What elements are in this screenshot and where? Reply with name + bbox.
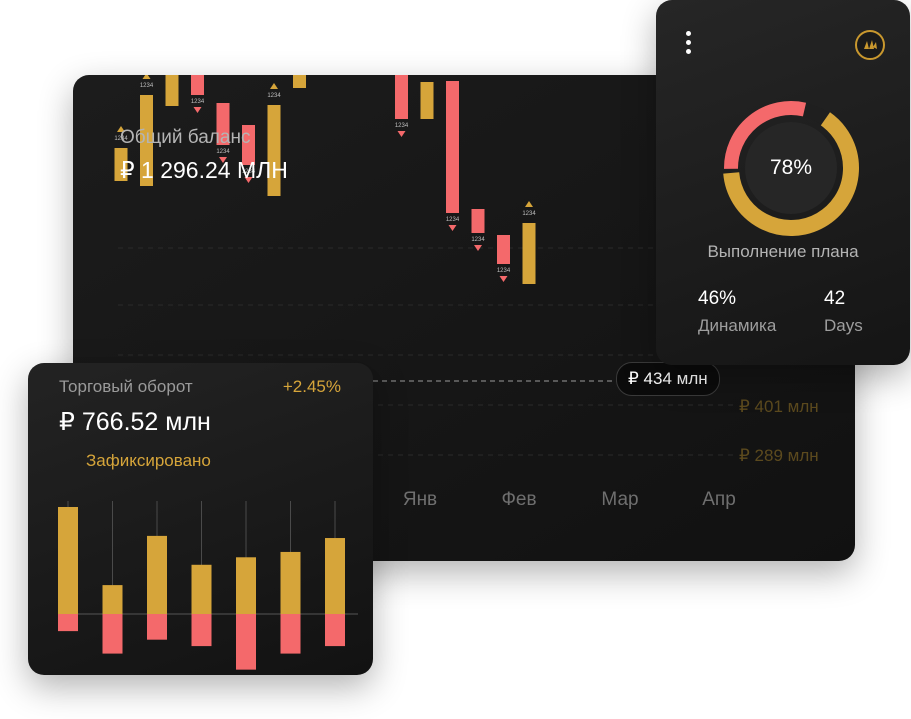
balance-label: Общий баланс	[120, 127, 251, 148]
candle	[140, 95, 153, 186]
turnover-label: Торговый оборот	[59, 377, 193, 396]
turnover-change: +2.45%	[282, 377, 341, 396]
down-marker	[474, 245, 482, 251]
donut-remaining-arc	[724, 101, 807, 169]
candle	[267, 105, 281, 196]
price-level-label: ₽ 289 млн	[739, 446, 819, 465]
loss-bar	[147, 614, 167, 640]
marker-label: 1234	[242, 169, 256, 175]
turnover-status: Зафиксировано	[86, 451, 211, 470]
up-marker	[117, 126, 125, 132]
turnover-card: Торговый оборот +2.45% ₽ 766.52 млн Зафи…	[28, 363, 373, 675]
marker-label: 1234	[216, 149, 230, 155]
candle	[216, 103, 230, 145]
month-label: Апр	[702, 489, 736, 510]
down-marker	[448, 225, 457, 231]
stat-value: 42	[824, 288, 846, 309]
candle	[191, 75, 204, 95]
brand-logo-icon	[855, 30, 885, 60]
month-label: Янв	[402, 489, 438, 510]
marker-label: 1234	[140, 83, 154, 89]
turnover-value: ₽ 766.52 млн	[59, 408, 211, 436]
candle	[114, 148, 128, 181]
donut-progress-arc	[723, 112, 859, 236]
down-marker	[397, 131, 406, 137]
gain-bar	[236, 557, 256, 614]
candle	[242, 125, 255, 165]
marker-label: 1234	[446, 217, 460, 223]
plan-card: 78% Выполнение плана 46% Динамика 42 Day…	[656, 0, 910, 365]
price-level-label: ₽ 401 млн	[739, 397, 819, 416]
marker-label: 1234	[191, 99, 205, 105]
gain-bar	[325, 538, 345, 614]
loss-bar	[58, 614, 78, 632]
plan-percent: 78%	[769, 156, 813, 179]
candle	[420, 82, 434, 119]
loss-bar	[236, 614, 256, 670]
candle	[497, 235, 510, 264]
candle	[293, 75, 306, 88]
loss-bar	[325, 614, 345, 647]
gain-bar	[280, 551, 301, 614]
loss-bar	[191, 614, 212, 647]
plan-label: Выполнение плана	[707, 242, 859, 261]
down-marker	[219, 157, 227, 163]
up-marker	[525, 201, 533, 207]
candle	[395, 75, 408, 119]
candle	[522, 223, 536, 284]
balance-value: ₽ 1 296.24 МЛН	[120, 157, 288, 183]
kebab-menu-icon[interactable]	[685, 31, 693, 57]
stat-value: 46%	[698, 288, 737, 309]
up-marker	[270, 83, 278, 89]
month-label: Мар	[601, 489, 639, 510]
loss-bar	[102, 614, 123, 654]
marker-label: 1234	[395, 123, 409, 129]
marker-label: 1234	[267, 93, 281, 99]
turnover-bar-chart	[58, 501, 358, 670]
stat-label: Days	[824, 316, 863, 335]
stat-label: Динамика	[698, 316, 777, 335]
gain-bar	[102, 585, 123, 614]
down-marker	[499, 276, 508, 282]
marker-label: 1234	[420, 75, 434, 76]
gain-bar	[191, 564, 212, 614]
marker-label: 1234	[471, 237, 485, 243]
loss-bar	[280, 614, 301, 654]
down-marker	[244, 177, 253, 183]
marker-label: 1234	[497, 268, 511, 274]
price-tooltip: ₽ 434 млн	[616, 362, 720, 396]
down-marker	[193, 107, 202, 113]
gain-bar	[147, 535, 167, 614]
marker-label: 1234	[114, 136, 128, 142]
up-marker	[142, 75, 151, 79]
candle	[165, 75, 179, 106]
candle	[446, 81, 459, 213]
plan-donut-chart	[723, 101, 859, 236]
marker-label: 1234	[522, 211, 536, 217]
gain-bar	[58, 507, 78, 614]
month-label: Фев	[501, 489, 537, 510]
candle	[471, 209, 485, 233]
